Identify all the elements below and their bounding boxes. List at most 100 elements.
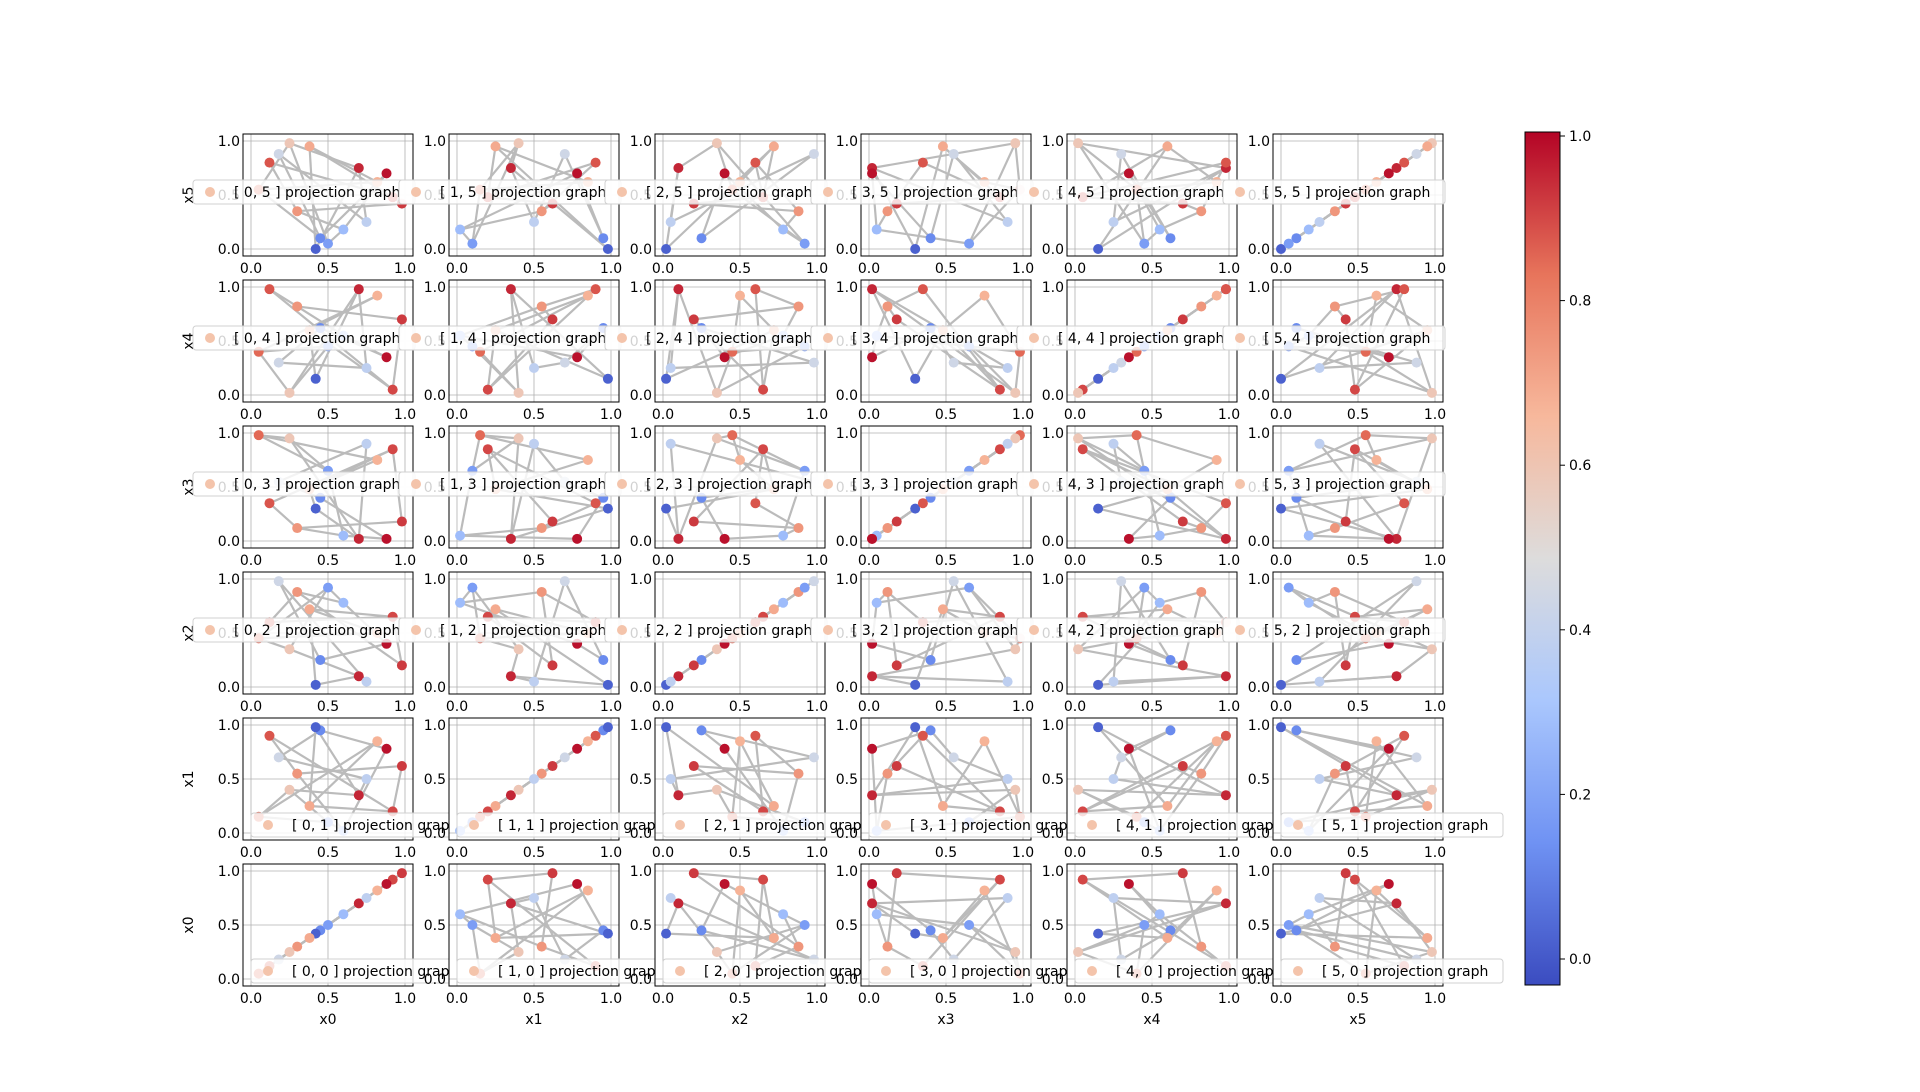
x-axis-label: x5 <box>1349 1012 1366 1028</box>
legend: [ 5, 4 ] projection graph <box>1222 325 1446 351</box>
graph-edge <box>1375 740 1429 807</box>
data-point <box>673 671 684 682</box>
graph-edge <box>315 675 360 686</box>
data-point <box>292 768 303 779</box>
data-point <box>867 743 878 754</box>
data-point <box>1093 928 1104 939</box>
data-point <box>1093 679 1104 690</box>
data-point <box>475 430 486 441</box>
graph-edge <box>309 804 393 813</box>
data-point <box>602 928 613 939</box>
y-tick-label: 1.0 <box>1042 134 1064 150</box>
colorbar: 0.0 0.2 0.4 0.6 0.8 1.0 <box>1524 129 1591 986</box>
data-point <box>1093 244 1104 254</box>
graph-edge <box>871 648 1016 678</box>
data-point <box>338 530 349 541</box>
data-point <box>396 314 407 325</box>
graph-edge <box>1082 878 1169 939</box>
subplot-5-0: 0.00.0 0.5 0.5 1.0 1.0 x5 [ 5, 0 ] projection … <box>1248 863 1504 1028</box>
data-point <box>1426 947 1437 957</box>
data-point <box>1220 790 1231 801</box>
data-point <box>1108 676 1119 687</box>
data-point <box>1154 909 1165 920</box>
legend-marker <box>617 187 627 197</box>
axes-frame <box>1066 717 1238 841</box>
data-point <box>719 878 730 889</box>
graph-edge <box>471 437 520 472</box>
data-point <box>673 790 684 801</box>
legend-marker <box>469 966 479 976</box>
colorbar-gradient <box>1524 131 1561 986</box>
data-point <box>559 357 570 368</box>
legend: [ 1, 0 ] projection graph <box>456 958 680 984</box>
data-point <box>292 941 303 952</box>
data-point <box>602 373 613 384</box>
legend-label: [ 5, 2 ] projection graph <box>1264 623 1430 639</box>
colorbar-tick-label: 0.8 <box>1569 294 1591 310</box>
data-point <box>696 925 707 936</box>
y-tick-label: 1.0 <box>630 280 652 296</box>
y-tick-label: 0.0 <box>836 242 858 258</box>
graph-edge <box>278 729 321 759</box>
graph-edge <box>296 590 344 604</box>
graph-edge <box>754 735 765 812</box>
x-tick-label: 0.5 <box>523 991 545 1007</box>
data-point <box>292 523 303 534</box>
x-tick-label: 1.0 <box>1218 553 1240 569</box>
graph-edge <box>1280 726 1428 807</box>
data-point <box>1196 768 1207 779</box>
subplot-2-2: 0.00.00.50.51.01.0[ 2, 2 ] projection gr… <box>604 571 828 715</box>
data-point <box>696 233 707 244</box>
legend: [ 2, 1 ] projection graph <box>662 812 886 838</box>
data-point <box>688 868 699 879</box>
data-point <box>273 752 284 763</box>
axes-frame <box>654 717 826 841</box>
x-tick-label: 1.0 <box>806 699 828 715</box>
data-point <box>264 284 275 295</box>
graph-edge <box>715 789 734 818</box>
legend: [ 3, 4 ] projection graph <box>810 325 1034 351</box>
legend-marker <box>1029 187 1039 197</box>
graph-edge <box>952 897 1009 961</box>
data-point <box>750 284 761 295</box>
x-tick-label: 0.0 <box>240 261 262 277</box>
data-point <box>264 730 275 741</box>
graph-edge <box>1181 872 1203 947</box>
subplot-2-0: 0.00.00.50.51.01.0x2[ 2, 0 ] projection … <box>630 863 886 1028</box>
graph-edge <box>314 726 360 796</box>
data-point <box>867 878 878 889</box>
data-point <box>1349 874 1360 885</box>
x-tick-label: 0.0 <box>446 553 468 569</box>
y-tick-label: 1.0 <box>836 134 858 150</box>
data-point <box>925 233 936 244</box>
data-point <box>536 301 547 312</box>
graph-edge <box>1098 932 1168 940</box>
data-point <box>1422 801 1433 811</box>
axes-frame <box>448 863 620 987</box>
x-tick-label: 1.0 <box>1012 553 1034 569</box>
x-tick-label: 0.0 <box>1064 553 1086 569</box>
legend-marker <box>411 187 421 197</box>
data-point <box>1010 644 1021 655</box>
legend-label: [ 0, 4 ] projection graph <box>234 331 400 347</box>
data-point <box>1340 660 1351 671</box>
y-tick-label: 1.0 <box>218 718 240 734</box>
data-point <box>1349 444 1360 455</box>
data-point <box>310 503 321 514</box>
legend-label: [ 1, 3 ] projection graph <box>440 477 606 493</box>
x-axis-label: x1 <box>525 1012 542 1028</box>
y-tick-label: 1.0 <box>218 572 240 588</box>
graph-edge <box>1333 873 1347 947</box>
data-point <box>768 801 779 811</box>
x-tick-label: 0.5 <box>1141 553 1163 569</box>
legend-label: [ 4, 5 ] projection graph <box>1058 185 1224 201</box>
y-tick-label: 0.5 <box>630 918 652 934</box>
axes-frame <box>448 717 620 841</box>
data-point <box>768 932 779 943</box>
graph-edge <box>459 913 543 948</box>
data-point <box>310 722 321 733</box>
data-point <box>867 533 878 544</box>
y-axis-label: x1 <box>181 770 197 787</box>
data-point <box>979 455 990 465</box>
